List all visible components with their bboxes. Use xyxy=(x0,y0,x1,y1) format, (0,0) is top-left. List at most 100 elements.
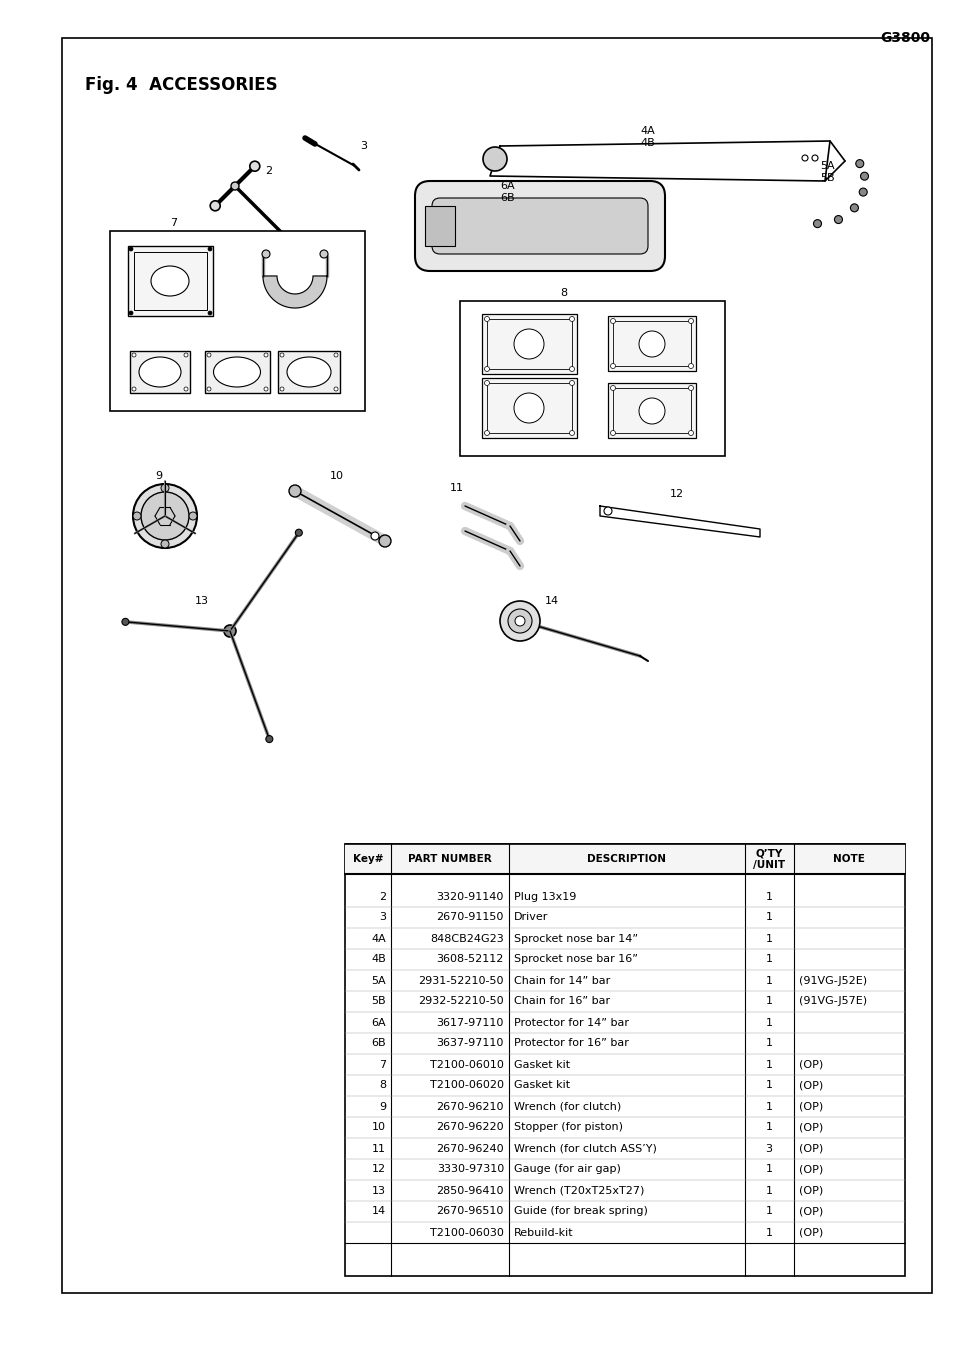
Text: 1: 1 xyxy=(764,1017,772,1028)
Text: 7: 7 xyxy=(170,218,177,228)
Circle shape xyxy=(132,386,136,390)
Text: 11: 11 xyxy=(450,484,463,493)
Text: 1: 1 xyxy=(764,1081,772,1090)
Circle shape xyxy=(484,381,489,385)
Text: (OP): (OP) xyxy=(799,1206,822,1216)
Text: Plug 13x19: Plug 13x19 xyxy=(514,892,576,901)
Circle shape xyxy=(207,386,211,390)
Circle shape xyxy=(688,363,693,369)
Circle shape xyxy=(688,431,693,435)
Circle shape xyxy=(334,353,337,357)
Text: Wrench (for clutch): Wrench (for clutch) xyxy=(514,1101,620,1112)
Text: 5A: 5A xyxy=(371,975,386,985)
Ellipse shape xyxy=(287,357,331,386)
Text: 6B: 6B xyxy=(499,193,514,203)
Circle shape xyxy=(208,247,212,251)
Circle shape xyxy=(129,311,132,315)
Text: 7: 7 xyxy=(378,1059,386,1070)
Text: 10: 10 xyxy=(330,471,344,481)
Text: Wrench (for clutch ASS’Y): Wrench (for clutch ASS’Y) xyxy=(514,1143,657,1154)
Circle shape xyxy=(569,316,574,322)
Text: 9: 9 xyxy=(378,1101,386,1112)
Text: (OP): (OP) xyxy=(799,1143,822,1154)
Text: Fig. 4  ACCESSORIES: Fig. 4 ACCESSORIES xyxy=(85,76,277,95)
Circle shape xyxy=(484,431,489,435)
Bar xyxy=(110,231,365,411)
Text: PART NUMBER: PART NUMBER xyxy=(408,854,492,865)
Circle shape xyxy=(482,147,506,172)
Text: 13: 13 xyxy=(372,1185,386,1196)
Text: Sprocket nose bar 14”: Sprocket nose bar 14” xyxy=(514,934,638,943)
Circle shape xyxy=(161,484,169,492)
Text: 13: 13 xyxy=(194,596,209,607)
Circle shape xyxy=(507,609,532,634)
Circle shape xyxy=(129,247,132,251)
Text: Chain for 14” bar: Chain for 14” bar xyxy=(514,975,610,985)
Text: Key#: Key# xyxy=(353,854,383,865)
Text: 4B: 4B xyxy=(371,955,386,965)
Text: 1: 1 xyxy=(764,1165,772,1174)
Text: 3637-97110: 3637-97110 xyxy=(436,1039,503,1048)
Text: (91VG-J52E): (91VG-J52E) xyxy=(799,975,866,985)
Text: (OP): (OP) xyxy=(799,1185,822,1196)
Circle shape xyxy=(208,311,212,315)
Text: 3: 3 xyxy=(764,1143,772,1154)
Circle shape xyxy=(319,250,328,258)
Text: 12: 12 xyxy=(372,1165,386,1174)
Text: T2100-06030: T2100-06030 xyxy=(430,1228,503,1238)
Text: 1: 1 xyxy=(764,1039,772,1048)
Circle shape xyxy=(266,735,273,743)
Circle shape xyxy=(639,331,664,357)
Text: 11: 11 xyxy=(372,1143,386,1154)
Circle shape xyxy=(371,532,378,540)
Ellipse shape xyxy=(213,357,260,386)
Text: 3: 3 xyxy=(378,912,386,923)
Text: G3800: G3800 xyxy=(879,31,929,45)
Circle shape xyxy=(610,319,615,323)
Text: Guide (for break spring): Guide (for break spring) xyxy=(514,1206,647,1216)
Bar xyxy=(613,322,690,366)
Circle shape xyxy=(603,507,612,515)
Text: NOTE: NOTE xyxy=(832,854,864,865)
Text: (OP): (OP) xyxy=(799,1059,822,1070)
Circle shape xyxy=(569,431,574,435)
Circle shape xyxy=(859,188,866,196)
Text: 1: 1 xyxy=(764,1228,772,1238)
Polygon shape xyxy=(599,507,760,536)
Circle shape xyxy=(688,385,693,390)
Text: Stopper (for piston): Stopper (for piston) xyxy=(514,1123,622,1132)
Circle shape xyxy=(141,492,189,540)
Text: 1: 1 xyxy=(764,1101,772,1112)
Circle shape xyxy=(484,366,489,372)
Text: 2932-52210-50: 2932-52210-50 xyxy=(418,997,503,1006)
Text: Driver: Driver xyxy=(514,912,548,923)
Circle shape xyxy=(280,353,284,357)
Circle shape xyxy=(250,161,259,172)
Text: 8: 8 xyxy=(559,288,566,299)
Circle shape xyxy=(849,204,858,212)
Circle shape xyxy=(688,319,693,323)
Text: (OP): (OP) xyxy=(799,1228,822,1238)
Bar xyxy=(486,382,572,434)
Polygon shape xyxy=(263,276,327,308)
Text: 1: 1 xyxy=(764,1206,772,1216)
Bar xyxy=(607,382,696,438)
Circle shape xyxy=(132,484,196,549)
Circle shape xyxy=(184,353,188,357)
Bar xyxy=(459,301,724,457)
Bar xyxy=(277,351,339,393)
Text: Wrench (T20xT25xT27): Wrench (T20xT25xT27) xyxy=(514,1185,643,1196)
Text: (OP): (OP) xyxy=(799,1165,822,1174)
Bar xyxy=(345,844,904,874)
Text: 3617-97110: 3617-97110 xyxy=(436,1017,503,1028)
Circle shape xyxy=(161,540,169,549)
Text: 3330-97310: 3330-97310 xyxy=(436,1165,503,1174)
Text: 2670-96210: 2670-96210 xyxy=(436,1101,503,1112)
Text: 14: 14 xyxy=(544,596,558,607)
Circle shape xyxy=(264,353,268,357)
Text: 1: 1 xyxy=(764,934,772,943)
Text: 4B: 4B xyxy=(639,138,654,149)
Text: 2931-52210-50: 2931-52210-50 xyxy=(418,975,503,985)
Circle shape xyxy=(515,616,524,626)
Bar xyxy=(470,311,714,446)
